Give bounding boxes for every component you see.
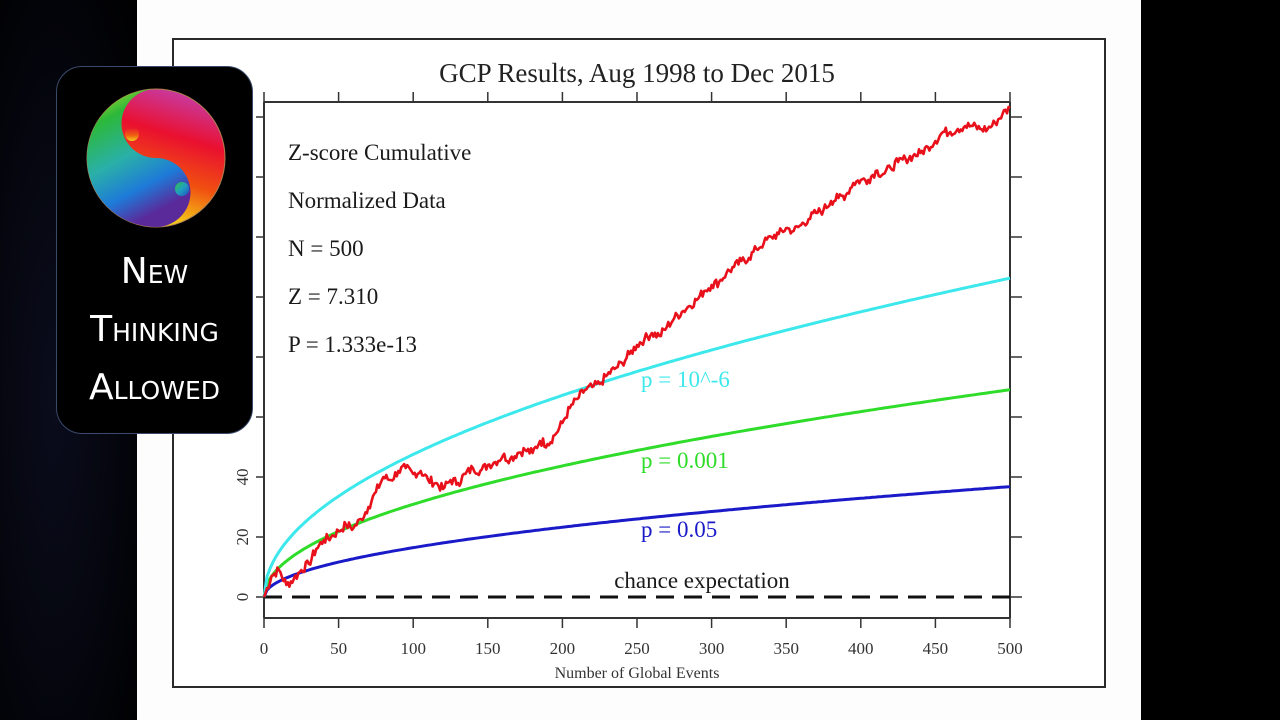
- x-tick-label: 450: [923, 639, 949, 658]
- x-tick-label: 50: [330, 639, 347, 658]
- annotation-line: P = 1.333e-13: [288, 332, 417, 357]
- y-tick-label: 40: [233, 469, 252, 486]
- chart-frame: [172, 38, 1106, 688]
- logo-text-allowed: Allowed: [88, 367, 221, 408]
- series-p-0-05: [262, 485, 1011, 598]
- annotation-line: Z = 7.310: [288, 284, 378, 309]
- curve-label-chance-expectation: chance expectation: [614, 568, 790, 593]
- series-p-10-6: [262, 276, 1011, 598]
- annotation-line: N = 500: [288, 236, 364, 261]
- x-tick-label: 150: [475, 639, 501, 658]
- annotation-line: Normalized Data: [288, 188, 446, 213]
- yin-yang-rainbow-icon: [86, 88, 226, 228]
- series-p-0-001: [262, 388, 1011, 598]
- annotation-line: Z-score Cumulative: [288, 140, 471, 165]
- logo-badge: New Thinking Allowed: [56, 66, 253, 434]
- right-background: [1141, 0, 1280, 720]
- x-axis-label: Number of Global Events: [555, 665, 720, 682]
- series-cumulative-z-score: [262, 105, 1011, 598]
- y-tick-label: 0: [233, 593, 252, 602]
- x-tick-label: 100: [400, 639, 426, 658]
- x-tick-label: 0: [260, 639, 269, 658]
- annotations: Z-score Cumulative Normalized Data N = 500…: [288, 140, 471, 357]
- curve-label-p-0-05: p = 0.05: [641, 517, 717, 542]
- x-tick-label: 300: [699, 639, 725, 658]
- curve-label-p-10-6: p = 10^-6: [641, 367, 730, 392]
- logo-text-new: New: [120, 251, 189, 292]
- curve-labels: p = 10^-6 p = 0.001 p = 0.05 chance expecta…: [614, 367, 790, 593]
- logo-text-thinking: Thinking: [90, 309, 219, 350]
- x-tick-label: 200: [550, 639, 576, 658]
- y-ticks: 0 20 40: [233, 116, 1022, 602]
- series-layer: [262, 105, 1011, 599]
- curve-label-p-0-001: p = 0.001: [641, 448, 729, 473]
- axes: [263, 101, 1011, 619]
- x-ticks: 0 50 100 150 200 250 300 350 400 450 500: [260, 92, 1023, 658]
- x-tick-label: 400: [848, 639, 874, 658]
- y-tick-label: 20: [233, 529, 252, 546]
- x-tick-label: 250: [624, 639, 650, 658]
- x-tick-label: 500: [997, 639, 1023, 658]
- x-tick-label: 350: [773, 639, 799, 658]
- chart-title: GCP Results, Aug 1998 to Dec 2015: [439, 58, 835, 88]
